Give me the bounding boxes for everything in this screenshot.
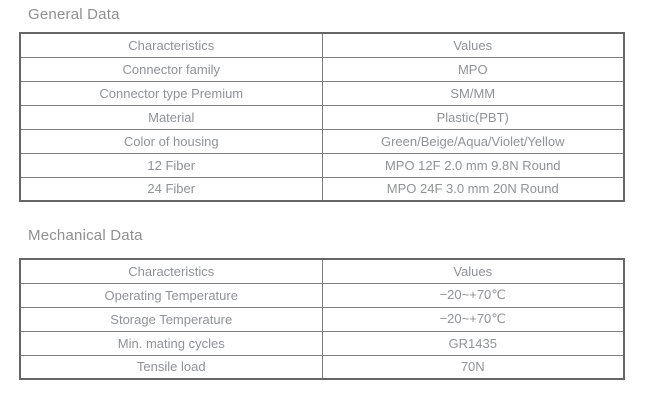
- column-header-characteristics: Characteristics: [19, 258, 323, 284]
- value-cell: −20~+70℃: [321, 306, 625, 332]
- characteristic-cell: Operating Temperature: [19, 282, 323, 308]
- table-row: 24 Fiber MPO 24F 3.0 mm 20N Round: [19, 176, 625, 202]
- characteristic-cell: Min. mating cycles: [19, 330, 323, 356]
- mechanical-data-table: Characteristics Values Operating Tempera…: [19, 258, 625, 380]
- column-header-values: Values: [321, 32, 625, 58]
- table-header-row: Characteristics Values: [19, 258, 625, 284]
- characteristic-cell: Tensile load: [19, 354, 323, 380]
- value-cell: −20~+70℃: [321, 282, 625, 308]
- table-row: Connector family MPO: [19, 56, 625, 82]
- table-row: 12 Fiber MPO 12F 2.0 mm 9.8N Round: [19, 152, 625, 178]
- characteristic-cell: Connector type Premium: [19, 80, 323, 106]
- value-cell: MPO: [321, 56, 625, 82]
- section-title-mechanical-data: Mechanical Data: [28, 227, 143, 244]
- table-row: Tensile load 70N: [19, 354, 625, 380]
- general-data-table: Characteristics Values Connector family …: [19, 32, 625, 202]
- value-cell: MPO 24F 3.0 mm 20N Round: [321, 176, 625, 202]
- value-cell: Green/Beige/Aqua/Violet/Yellow: [321, 128, 625, 154]
- value-cell: MPO 12F 2.0 mm 9.8N Round: [321, 152, 625, 178]
- value-cell: SM/MM: [321, 80, 625, 106]
- value-cell: GR1435: [321, 330, 625, 356]
- characteristic-cell: Color of housing: [19, 128, 323, 154]
- table-row: Color of housing Green/Beige/Aqua/Violet…: [19, 128, 625, 154]
- characteristic-cell: Material: [19, 104, 323, 130]
- column-header-characteristics: Characteristics: [19, 32, 323, 58]
- table-row: Material Plastic(PBT): [19, 104, 625, 130]
- value-cell: Plastic(PBT): [321, 104, 625, 130]
- characteristic-cell: Connector family: [19, 56, 323, 82]
- column-header-values: Values: [321, 258, 625, 284]
- table-header-row: Characteristics Values: [19, 32, 625, 58]
- characteristic-cell: Storage Temperature: [19, 306, 323, 332]
- section-title-general-data: General Data: [28, 6, 120, 23]
- table-row: Connector type Premium SM/MM: [19, 80, 625, 106]
- value-cell: 70N: [321, 354, 625, 380]
- characteristic-cell: 12 Fiber: [19, 152, 323, 178]
- table-row: Min. mating cycles GR1435: [19, 330, 625, 356]
- table-row: Storage Temperature −20~+70℃: [19, 306, 625, 332]
- table-row: Operating Temperature −20~+70℃: [19, 282, 625, 308]
- characteristic-cell: 24 Fiber: [19, 176, 323, 202]
